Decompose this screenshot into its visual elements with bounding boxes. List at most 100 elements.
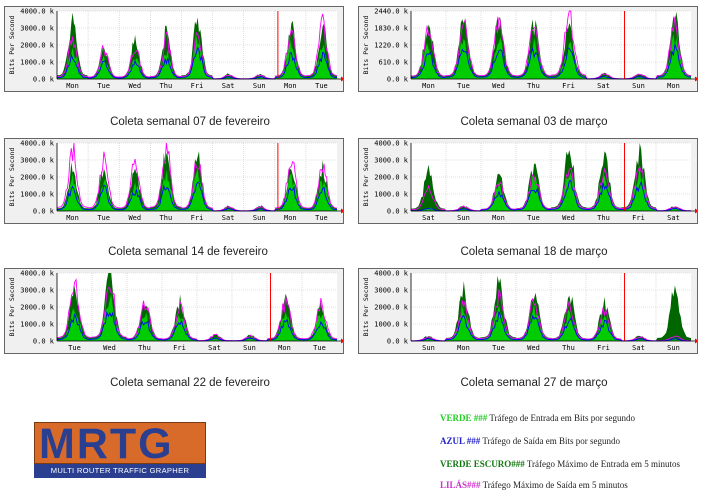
series-max-out-line [57,13,338,80]
graph-svg: 0.0 k 1000.0 k 2000.0 k 3000.0 k 4000.0 k Bit… [8,8,343,90]
graph-panel: 0.0 k 1000.0 k 2000.0 k 3000.0 k 4000.0 k Bit… [4,6,344,92]
y-tick-label: 4000.0 k [20,8,55,16]
series-max-out-line [411,10,692,80]
y-tick-label: 2000.0 k [374,304,409,312]
legend-item: LILÁS### Tráfego Máximo de Saída em 5 mi… [440,480,628,490]
series-in-area [411,303,691,341]
y-tick-label: 1000.0 k [374,321,409,329]
x-axis-arrow [695,338,697,344]
x-tick-label: Mon [284,82,297,90]
y-axis-label: Bits Per Second [362,148,370,207]
x-tick-label: Wed [527,344,540,352]
x-tick-label: Tue [68,344,81,352]
y-tick-label: 3000.0 k [374,287,409,295]
x-tick-label: Fri [191,82,204,90]
y-tick-label: 2000.0 k [374,174,409,182]
y-axis-label: Bits Per Second [362,278,370,337]
y-tick-label: 0.0 k [387,208,409,216]
legend-text: Tráfego Máximo de Entrada em 5 minutos [524,459,680,469]
logo-subtitle: MULTI ROUTER TRAFFIC GRAPHER [34,464,206,478]
y-tick-label: 0.0 k [33,208,55,216]
x-tick-label: Wed [562,214,575,222]
legend-key: VERDE ESCURO### [440,459,525,469]
legend-item: VERDE ESCURO### Tráfego Máximo de Entrad… [440,459,680,469]
x-tick-label: Sat [222,82,235,90]
graph-caption: Coleta semanal 27 de março [460,377,608,389]
y-tick-label: 2000.0 k [20,42,55,50]
legend-key: AZUL ### [440,436,481,446]
graph-caption: Coleta semanal 18 de março [460,246,608,258]
graph-svg: 0.0 k 1000.0 k 2000.0 k 3000.0 k 4000.0 k Bit… [8,270,343,352]
y-tick-label: 0.0 k [33,76,55,84]
x-tick-label: Sat [422,214,435,222]
graph-caption: Coleta semanal 14 de fevereiro [108,246,268,258]
series-max-in-area [411,11,691,80]
x-tick-label: Mon [284,214,297,222]
x-tick-label: Tue [97,82,110,90]
x-axis-arrow [695,208,697,214]
graph-svg: 0.0 k 1000.0 k 2000.0 k 3000.0 k 4000.0 k Bit… [8,140,343,222]
graph-panel: 0.0 k 1000.0 k 2000.0 k 3000.0 k 4000.0 k Bit… [4,138,344,224]
x-tick-label: Sat [222,214,235,222]
y-tick-label: 3000.0 k [20,287,55,295]
x-tick-label: Sun [457,214,470,222]
graph-panel: 0.0 k 1000.0 k 2000.0 k 3000.0 k 4000.0 k Bit… [358,268,698,354]
graph-caption: Coleta semanal 22 de fevereiro [110,377,270,389]
x-tick-label: Mon [66,214,79,222]
x-tick-label: Mon [278,344,291,352]
x-tick-label: Thu [562,344,575,352]
series-out-line [56,310,337,342]
x-tick-label: Fri [597,344,610,352]
x-tick-label: Thu [160,214,173,222]
series-in-area [57,35,337,79]
x-tick-label: Fri [191,214,204,222]
x-tick-label: Mon [457,344,470,352]
x-tick-label: Mon [667,82,680,90]
y-tick-label: 1000.0 k [20,59,55,67]
x-tick-label: Sun [253,214,266,222]
x-tick-label: Sat [632,344,645,352]
x-tick-label: Mon [422,82,435,90]
logo-text: MRTG [39,420,174,468]
x-tick-label: Fri [632,214,645,222]
series-out-line [56,45,337,80]
graph-panel: 0.0 k 610.0 k 1220.0 k 1830.0 k 2440.0 k Bits… [358,6,698,92]
legend-item: VERDE ### Tráfego de Entrada em Bits por… [440,413,635,423]
series-in-area [411,166,691,211]
graph-caption: Coleta semanal 03 de março [460,116,608,128]
x-tick-label: Sat [667,214,680,222]
series-max-in-area [57,273,337,341]
x-tick-label: Sun [667,344,680,352]
y-axis-label: Bits Per Second [8,278,16,337]
y-tick-label: 1220.0 k [374,42,409,50]
y-tick-label: 0.0 k [33,338,55,346]
x-tick-label: Sun [243,344,256,352]
y-tick-label: 2440.0 k [374,8,409,16]
y-tick-label: 3000.0 k [374,157,409,165]
x-tick-label: Tue [313,344,326,352]
legend-text: Tráfego Máximo de Saída em 5 minutos [480,480,628,490]
x-tick-label: Wed [128,82,141,90]
graph-svg: 0.0 k 610.0 k 1220.0 k 1830.0 k 2440.0 k Bits… [362,8,697,90]
x-tick-label: Thu [160,82,173,90]
x-tick-label: Fri [173,344,186,352]
mrtg-logo: MRTG MULTI ROUTER TRAFFIC GRAPHER [34,420,206,478]
y-tick-label: 1000.0 k [374,191,409,199]
x-tick-label: Tue [315,82,328,90]
legend-key: VERDE ### [440,413,488,423]
legend-text: Tráfego de Entrada em Bits por segundo [487,413,635,423]
x-tick-label: Tue [97,214,110,222]
x-tick-label: Sat [208,344,221,352]
y-axis-label: Bits Per Second [8,148,16,207]
y-tick-label: 0.0 k [387,76,409,84]
series-out-line [411,311,691,342]
series-max-out-line [411,289,691,342]
x-tick-label: Tue [457,82,470,90]
x-tick-label: Wed [128,214,141,222]
x-tick-label: Tue [315,214,328,222]
series-in-area [57,169,337,211]
y-tick-label: 4000.0 k [374,270,409,278]
legend-key: LILÁS### [440,480,481,490]
y-axis-label: Bits Per Second [8,16,16,75]
y-tick-label: 610.0 k [378,59,408,67]
